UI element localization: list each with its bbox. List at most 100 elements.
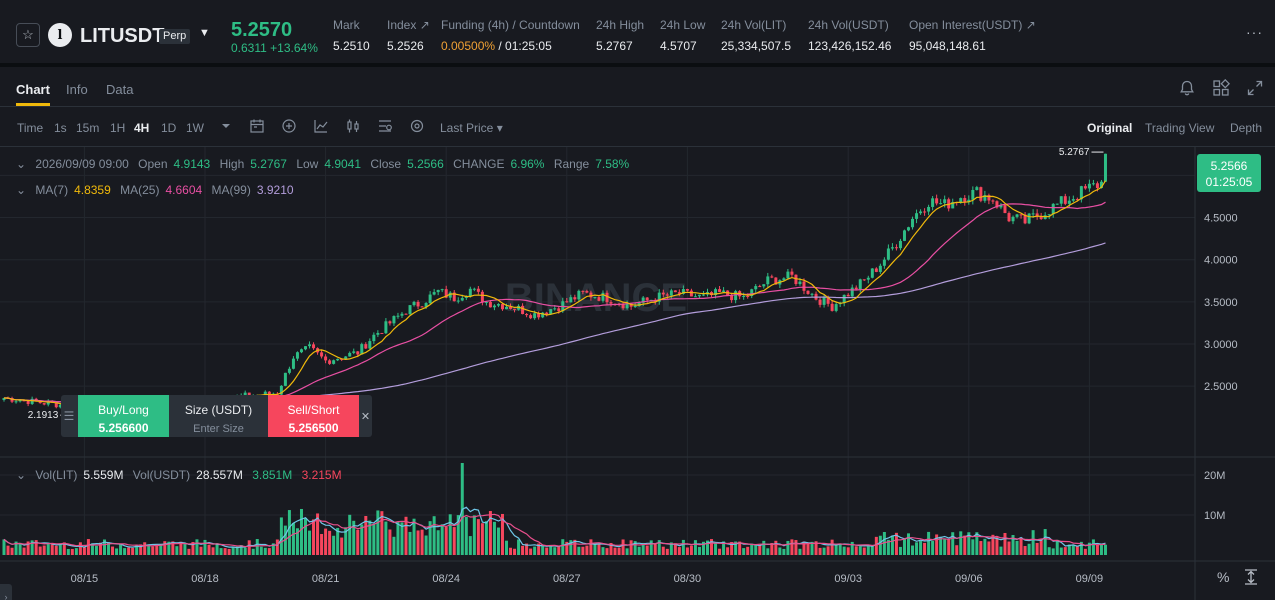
- candle-body: [267, 391, 271, 395]
- volume-bar: [251, 548, 255, 555]
- volume-bar: [915, 542, 919, 555]
- favorite-star-button[interactable]: ☆: [16, 23, 40, 47]
- candle-body: [372, 334, 376, 342]
- close-icon[interactable]: ✕: [360, 410, 371, 423]
- volume-bar: [701, 541, 705, 555]
- view-depth[interactable]: Depth: [1230, 121, 1263, 135]
- volume-bar: [50, 544, 54, 555]
- view-original[interactable]: Original: [1087, 121, 1133, 135]
- volume-bar: [1091, 539, 1095, 555]
- chart-area[interactable]: BINANCE 5.00004.50004.00003.50003.00002.…: [0, 147, 1275, 600]
- candle-body: [605, 292, 609, 303]
- calendar-icon[interactable]: [249, 118, 265, 134]
- candle-body: [1027, 213, 1031, 224]
- candle-body: [830, 303, 834, 311]
- interval-4h[interactable]: 4H: [134, 121, 150, 135]
- volume-bar: [923, 542, 927, 555]
- bell-icon[interactable]: [1178, 79, 1196, 97]
- volume-bar: [533, 546, 537, 555]
- buy-long-button[interactable]: Buy/Long 5.256600: [78, 395, 169, 437]
- legend-collapse-icon[interactable]: ⌄: [16, 468, 27, 482]
- volume-bar: [991, 534, 995, 555]
- volume-bar: [850, 541, 854, 555]
- volume-bar: [718, 548, 722, 555]
- interval-15m[interactable]: 15m: [76, 121, 100, 135]
- legend-collapse-icon[interactable]: ⌄: [16, 157, 27, 171]
- symbol-dropdown-button[interactable]: ▼: [199, 27, 210, 39]
- candle-body: [340, 358, 344, 360]
- auto-scale-icon[interactable]: [1244, 569, 1258, 585]
- volume-bar: [62, 542, 66, 555]
- symbol-name[interactable]: LITUSDT: [80, 25, 165, 47]
- price-type-dropdown[interactable]: Last Price ▾: [440, 121, 503, 135]
- stat-24h-vol-usdt: 24h Vol(USDT) 123,426,152.46: [808, 18, 891, 53]
- interval-1d[interactable]: 1D: [161, 121, 177, 135]
- candle-body: [364, 344, 368, 349]
- more-options-button[interactable]: ···: [1246, 24, 1263, 40]
- volume-bar: [299, 508, 303, 555]
- volume-bar: [955, 545, 959, 555]
- volume-bar: [874, 536, 878, 555]
- candle-body: [22, 400, 26, 402]
- plus-circle-icon[interactable]: [281, 118, 297, 134]
- volume-bar: [448, 514, 452, 555]
- volume-bar: [444, 526, 448, 555]
- candlestick-icon[interactable]: [345, 118, 361, 134]
- ma99-value: 3.9210: [256, 183, 294, 197]
- interval-1h[interactable]: 1H: [110, 121, 126, 135]
- candle-body: [935, 198, 939, 204]
- candle-body: [26, 400, 30, 404]
- candle-body: [641, 297, 645, 303]
- tab-info[interactable]: Info: [66, 82, 88, 97]
- expand-icon[interactable]: [1246, 79, 1264, 97]
- tab-data[interactable]: Data: [106, 82, 134, 97]
- volume-bar: [738, 541, 742, 555]
- depth-settings-icon[interactable]: [409, 118, 425, 134]
- volume-bar: [870, 545, 874, 555]
- candle-body: [754, 286, 758, 290]
- volume-bar: [637, 546, 641, 555]
- volume-bar: [135, 544, 139, 555]
- active-tab-indicator: [16, 103, 50, 106]
- candle-body: [798, 281, 802, 285]
- tab-chart[interactable]: Chart: [16, 82, 50, 97]
- candle-body: [850, 287, 854, 297]
- volume-bar: [416, 530, 420, 555]
- collapse-panel-button[interactable]: ›: [0, 584, 12, 600]
- volume-bar: [517, 539, 521, 555]
- volume-bar: [42, 545, 46, 555]
- volume-bar: [295, 528, 299, 555]
- candle-body: [625, 303, 629, 309]
- stat-index[interactable]: Index ↗ 5.2526: [387, 18, 430, 53]
- candle-body: [746, 295, 750, 297]
- volume-bar: [641, 542, 645, 555]
- chart-settings-icon[interactable]: [377, 118, 393, 134]
- size-input[interactable]: [178, 423, 259, 435]
- legend-collapse-icon[interactable]: ⌄: [16, 183, 27, 197]
- interval-1w[interactable]: 1W: [186, 121, 204, 135]
- stat-open-interest[interactable]: Open Interest(USDT) ↗ 95,048,148.61: [909, 18, 1036, 53]
- volume-bar: [211, 547, 215, 555]
- ma-legend: ⌄ MA(7) 4.8359 MA(25) 4.6604 MA(99) 3.9210: [16, 183, 300, 197]
- volume-bar: [754, 544, 758, 555]
- ma99-label: MA(99): [211, 183, 251, 197]
- candlestick-chart[interactable]: BINANCE 5.00004.50004.00003.50003.00002.…: [0, 147, 1275, 600]
- drag-handle-icon[interactable]: ☰: [63, 409, 75, 423]
- interval-1s[interactable]: 1s: [54, 121, 67, 135]
- percent-icon[interactable]: %: [1217, 569, 1230, 585]
- indicator-chart-icon[interactable]: [313, 118, 329, 134]
- candle-body: [521, 305, 525, 315]
- stat-24h-high: 24h High 5.2767: [596, 18, 644, 53]
- view-trading-view[interactable]: Trading View: [1145, 121, 1215, 135]
- volume-bar: [476, 519, 480, 555]
- candle-body: [890, 247, 894, 249]
- layout-grid-icon[interactable]: [1212, 79, 1230, 97]
- volume-bar: [147, 544, 151, 555]
- sell-short-button[interactable]: Sell/Short 5.256500: [268, 395, 359, 437]
- interval-dropdown-icon[interactable]: [218, 118, 234, 134]
- candle-body: [991, 200, 995, 202]
- volume-bar: [428, 521, 432, 555]
- interval-time[interactable]: Time: [17, 121, 44, 135]
- volume-bar: [1079, 541, 1083, 555]
